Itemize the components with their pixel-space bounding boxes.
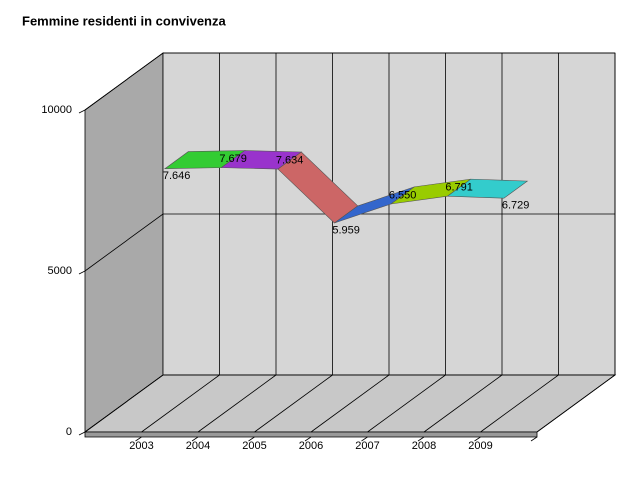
floor-line xyxy=(141,374,220,433)
floor-edge xyxy=(84,431,538,438)
floor-line xyxy=(197,374,277,433)
value-label: 6.729 xyxy=(502,200,530,212)
floor-line xyxy=(536,374,616,433)
floor-line xyxy=(367,374,446,433)
x-tick-label: 2004 xyxy=(186,440,210,452)
value-label: 6.550 xyxy=(389,189,417,201)
x-tick-label: 2009 xyxy=(468,440,492,452)
x-tick xyxy=(361,436,368,442)
grid-line xyxy=(84,52,615,111)
x-tick xyxy=(191,436,199,442)
floor-line xyxy=(310,374,390,433)
y-tick xyxy=(78,109,86,114)
x-tick xyxy=(474,436,481,442)
y-tick-label: 5000 xyxy=(48,265,72,277)
floor-line xyxy=(480,374,559,433)
x-tick-label: 2008 xyxy=(412,440,436,452)
grid-line xyxy=(84,213,615,272)
x-tick xyxy=(248,436,255,442)
floor-line xyxy=(423,374,503,433)
value-label: 7.679 xyxy=(219,153,247,165)
y-tick xyxy=(78,431,86,436)
x-tick-label: 2003 xyxy=(129,440,153,452)
value-label: 5.959 xyxy=(332,224,360,236)
x-tick xyxy=(530,436,538,442)
chart-title: Femmine residenti in convivenza xyxy=(22,13,226,28)
y-tick xyxy=(78,270,86,275)
x-tick xyxy=(135,436,142,442)
value-label: 6.791 xyxy=(445,182,473,194)
x-tick-label: 2006 xyxy=(299,440,323,452)
x-tick xyxy=(304,436,312,442)
grid-line xyxy=(84,374,615,433)
floor-line xyxy=(254,374,333,433)
x-tick xyxy=(417,436,425,442)
ribbon-segment xyxy=(446,178,529,199)
value-label: 7.646 xyxy=(163,170,191,182)
value-label: 7.634 xyxy=(276,154,304,166)
y-tick-label: 0 xyxy=(66,426,72,438)
x-tick-label: 2005 xyxy=(242,440,266,452)
y-tick-label: 10000 xyxy=(41,104,72,116)
x-tick-label: 2007 xyxy=(355,440,379,452)
